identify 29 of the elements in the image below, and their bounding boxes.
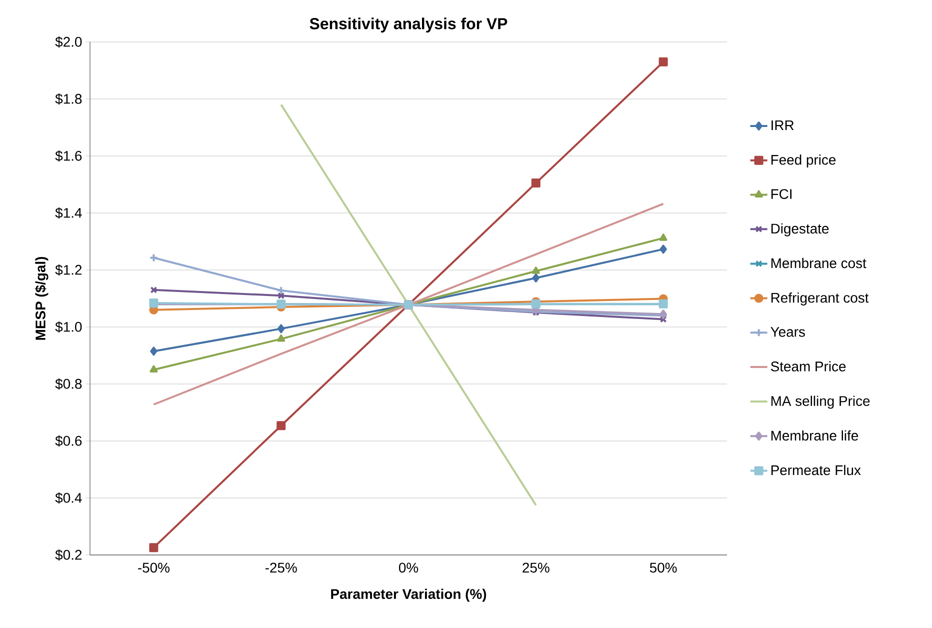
y-tick-label: $1.0 [55,321,82,333]
legend-label: Permeate Flux [771,464,861,476]
x-tick-label: 25% [522,562,550,573]
legend-label: IRR [772,120,794,130]
legend-label: Membrane cost [771,258,866,268]
y-tick-label: $1.6 [55,150,82,162]
x-tick-label: -25% [265,562,297,573]
y-tick-label: $0.4 [55,492,82,504]
legend-label: Steam Price [770,361,846,372]
y-tick-label: $0.6 [55,435,82,447]
y-tick-label: $0.8 [55,378,82,390]
y-tick-label: $1.4 [55,207,82,219]
y-tick-label: $1.2 [55,264,82,276]
y-tick-label: $1.8 [55,93,82,105]
y-axis-title: MESP ($/gal) [34,256,48,340]
x-tick-label: -50% [138,562,170,573]
legend-label: FCI [771,189,792,199]
x-tick-label: 0% [398,562,418,573]
legend-label: Digestate [771,223,829,236]
y-tick-label: $0.2 [55,549,82,561]
legend-label: Years [770,327,805,337]
y-tick-label: $2.0 [55,36,82,48]
chart-title: Sensitivity analysis for VP [310,18,508,32]
legend-label: Feed price [771,154,836,168]
legend-label: Refrigerant cost [771,292,869,306]
x-axis-title: Parameter Variation (%) [331,588,486,602]
legend-label: Membrane life [771,430,858,441]
x-tick-label: 50% [650,562,677,573]
legend-label: MA selling Price [771,396,870,409]
